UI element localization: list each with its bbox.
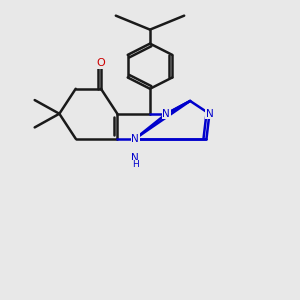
Text: H: H	[132, 160, 139, 169]
Text: N: N	[131, 134, 139, 144]
Text: N: N	[131, 153, 139, 163]
Text: N: N	[163, 109, 170, 119]
Text: N: N	[206, 109, 213, 119]
Text: O: O	[97, 58, 105, 68]
